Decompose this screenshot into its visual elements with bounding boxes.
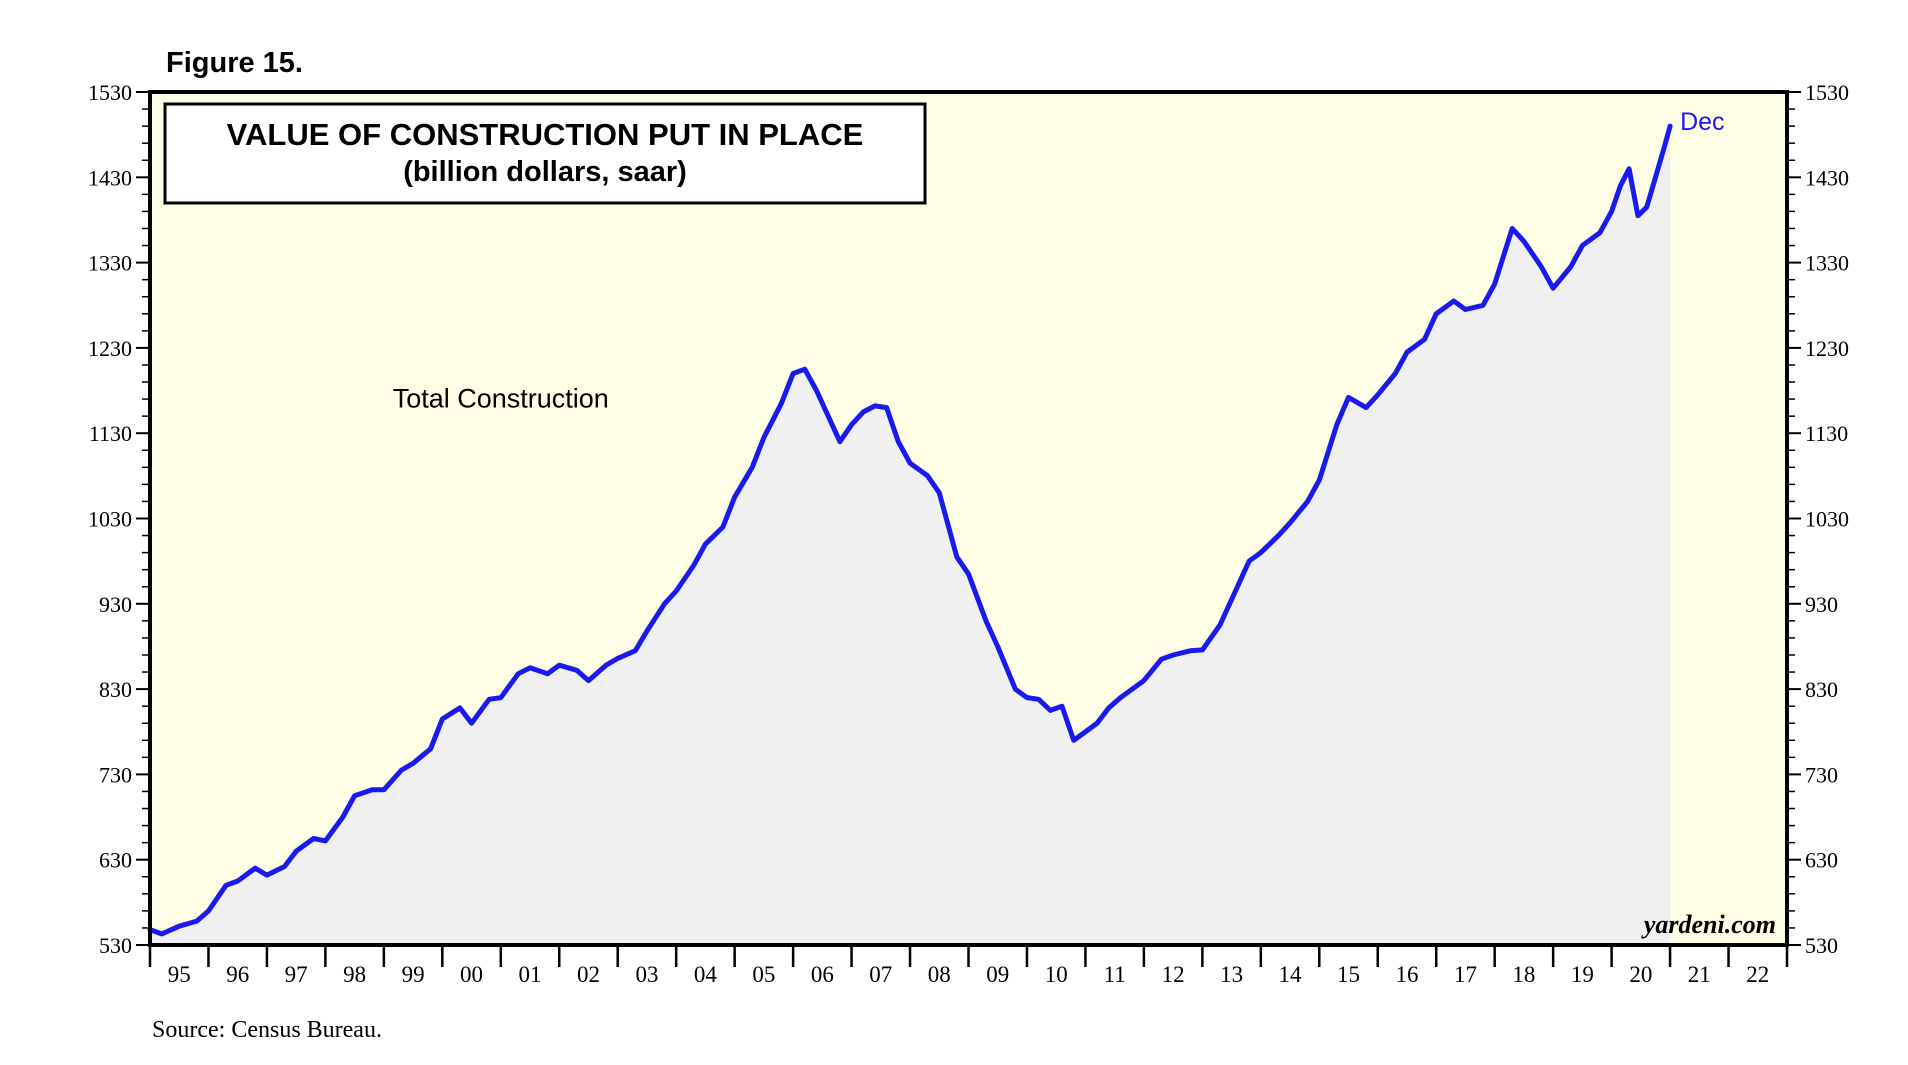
title-box [163,102,927,205]
x-tick-label: 16 [1395,962,1418,987]
y-tick-label-left: 1430 [88,165,132,190]
figure-label: Figure 15. [166,47,303,79]
y-tick-label-right: 1430 [1805,165,1849,190]
y-tick-label-right: 1130 [1805,421,1848,446]
plot-frame [148,90,1789,947]
y-tick-label-left: 1130 [89,421,132,446]
x-tick-label: 96 [226,962,249,987]
x-tick-label: 04 [694,962,718,987]
x-tick-label: 97 [285,962,308,987]
y-tick-label-left: 830 [99,677,132,702]
y-tick-label-left: 1030 [88,507,132,532]
y-axis-right: 530 630 730 830 930 1030 1130 1230 1330 1430 1530 [1787,80,1849,958]
x-tick-label: 20 [1629,962,1652,987]
y-tick-label-right: 1530 [1805,80,1849,105]
y-tick-label-left: 1530 [88,80,132,105]
y-tick-label-left: 730 [99,762,132,787]
x-tick-label: 22 [1746,962,1769,987]
y-axis-left: 530 630 730 830 930 1030 1130 1230 1330 1430 1530 [88,80,150,958]
x-tick-label: 18 [1512,962,1535,987]
y-tick-label-right: 730 [1805,762,1838,787]
y-tick-label-right: 1230 [1805,336,1849,361]
x-tick-label: 06 [811,962,834,987]
y-tick-label-right: 630 [1805,848,1838,873]
x-tick-label: 13 [1220,962,1243,987]
x-tick-label: 09 [986,962,1009,987]
y-tick-label-right: 1330 [1805,251,1849,276]
x-tick-label: 03 [635,962,658,987]
x-tick-label: 01 [519,962,542,987]
series-area-fill [150,126,1671,946]
series-line-total-construction [147,123,1673,937]
x-tick-label: 95 [168,962,191,987]
series-annotation: Total Construction [393,384,609,414]
x-tick-label: 14 [1279,962,1303,987]
x-axis: 95 96 97 98 99 00 01 02 03 04 05 06 07 08 09 10 11 12 13 14… [148,945,1789,987]
x-tick-label: 08 [928,962,951,987]
chart-title: VALUE OF CONSTRUCTION PUT IN PLACE [227,117,864,152]
y-tick-label-left: 930 [99,592,132,617]
x-tick-label: 17 [1454,962,1477,987]
x-tick-label: 11 [1104,962,1126,987]
y-tick-label-right: 830 [1805,677,1838,702]
x-tick-label: 19 [1571,962,1594,987]
chart-subtitle: (billion dollars, saar) [403,156,687,188]
y-tick-label-left: 1230 [88,336,132,361]
y-tick-label-right: 930 [1805,592,1838,617]
x-tick-label: 07 [869,962,892,987]
x-tick-label: 15 [1337,962,1360,987]
y-tick-label-left: 530 [99,933,132,958]
x-tick-label: 10 [1045,962,1068,987]
x-tick-label: 12 [1162,962,1185,987]
series-end-label: Dec [1680,108,1724,136]
x-tick-label: 05 [752,962,775,987]
x-tick-label: 98 [343,962,366,987]
x-tick-label: 00 [460,962,483,987]
source-note: Source: Census Bureau. [152,1017,382,1043]
y-tick-label-left: 1330 [88,251,132,276]
x-tick-label: 99 [402,962,425,987]
watermark: yardeni.com [1641,910,1776,939]
y-tick-label-right: 1030 [1805,507,1849,532]
x-tick-label: 21 [1688,962,1711,987]
x-tick-label: 02 [577,962,600,987]
y-tick-label-left: 630 [99,848,132,873]
y-tick-label-right: 530 [1805,933,1838,958]
